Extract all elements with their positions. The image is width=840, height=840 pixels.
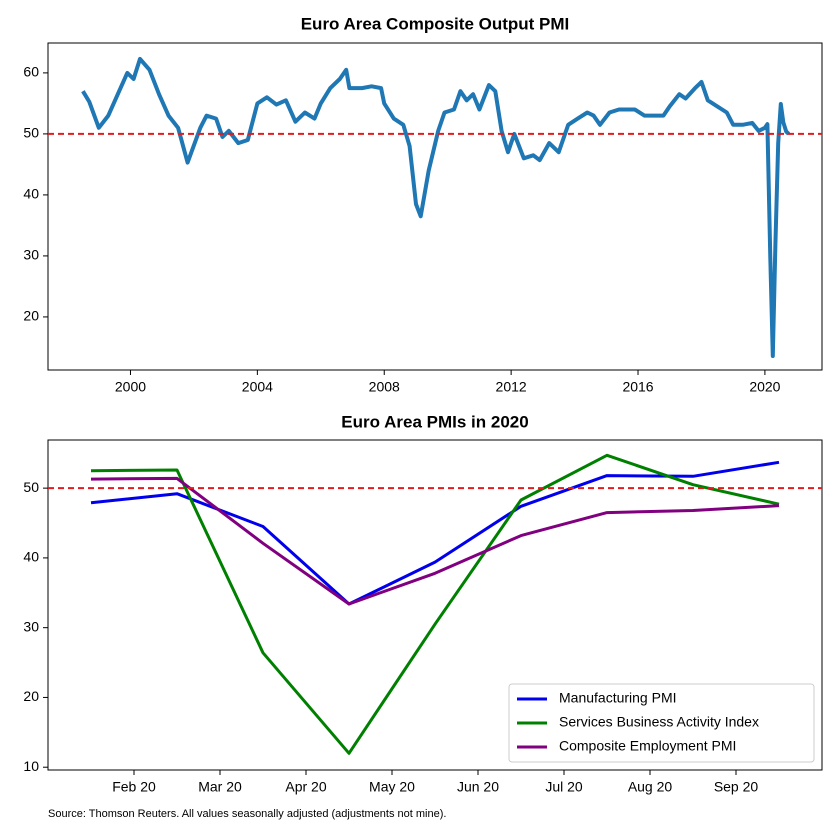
x-tick-label: 2000 [115,379,146,395]
x-tick-label: Jun 20 [457,779,499,795]
y-tick-label: 50 [23,125,39,141]
chart-title: Euro Area Composite Output PMI [301,14,570,33]
plot-frame [47,42,823,371]
y-tick-label: 30 [23,247,39,263]
y-tick-label: 40 [23,186,39,202]
y-tick-label: 20 [23,688,39,704]
x-tick-label: Apr 20 [285,779,326,795]
x-tick-label: Aug 20 [628,779,673,795]
x-tick-label: Mar 20 [198,779,242,795]
x-tick-label: Jul 20 [545,779,583,795]
x-tick-label: Feb 20 [112,779,156,795]
legend-label: Services Business Activity Index [559,714,759,730]
y-tick-label: 20 [23,308,39,324]
y-tick-label: 30 [23,618,39,634]
legend-box [508,683,815,763]
data-line [81,56,791,358]
x-tick-label: 2012 [496,379,527,395]
chart-title: Euro Area PMIs in 2020 [341,412,528,431]
plot-frame [47,439,823,771]
x-tick-label: 2004 [242,379,273,395]
x-tick-label: 2016 [622,379,653,395]
legend-label: Manufacturing PMI [559,690,677,706]
data-line [90,476,780,606]
x-tick-label: 2020 [749,379,780,395]
source-note: Source: Thomson Reuters. All values seas… [48,808,446,820]
data-line [90,460,780,606]
x-tick-label: May 20 [369,779,415,795]
y-tick-label: 60 [23,64,39,80]
x-tick-label: Sep 20 [714,779,759,795]
data-line [90,453,780,755]
y-tick-label: 50 [23,479,39,495]
legend-label: Composite Employment PMI [559,738,736,754]
y-tick-label: 10 [23,758,39,774]
x-tick-label: 2008 [369,379,400,395]
y-tick-label: 40 [23,549,39,565]
